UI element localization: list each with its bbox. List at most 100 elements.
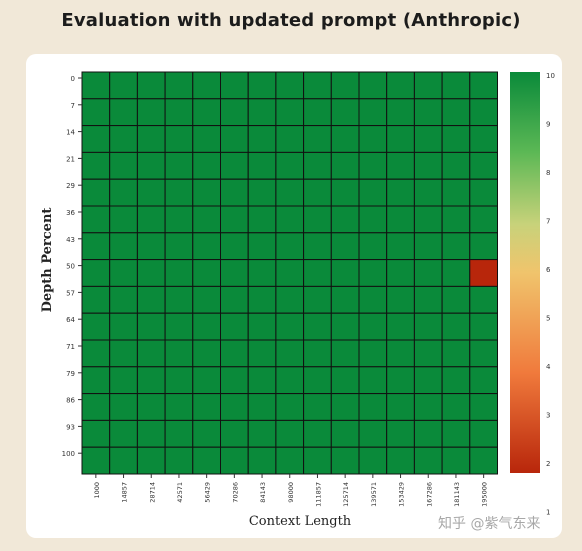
heatmap-cell	[413, 178, 443, 207]
heatmap-cell	[220, 312, 249, 341]
x-tick-label: 139571	[370, 482, 378, 507]
heatmap-cell	[330, 285, 360, 314]
heatmap-cell	[109, 178, 138, 207]
chart-title: Evaluation with updated prompt (Anthropi…	[61, 10, 521, 31]
heatmap-cell	[247, 205, 277, 234]
x-tick-label: 84143	[259, 482, 267, 503]
heatmap-cell	[413, 285, 443, 314]
heatmap-cell	[164, 259, 194, 287]
heatmap-cell	[81, 259, 111, 287]
heatmap-cell	[81, 125, 111, 153]
heatmap-cell	[303, 98, 332, 127]
heatmap-cell	[330, 366, 360, 395]
heatmap-cell	[413, 151, 443, 180]
heatmap-cell	[303, 339, 332, 368]
heatmap-cell	[386, 98, 415, 127]
heatmap-cell	[164, 232, 194, 261]
x-tick-label: 167286	[425, 482, 433, 507]
heatmap-cell	[358, 71, 388, 100]
heatmap-cell	[303, 178, 332, 207]
heatmap-cell	[275, 151, 305, 180]
heatmap-cell	[81, 98, 111, 127]
heatmap-cell	[358, 151, 388, 180]
heatmap-cell	[303, 393, 332, 421]
heatmap-cell	[109, 232, 138, 261]
heatmap-cell	[247, 446, 277, 475]
heatmap-cell	[136, 393, 166, 421]
heatmap-cell	[109, 98, 138, 127]
heatmap-cell	[358, 125, 388, 153]
heatmap-cell	[469, 366, 498, 395]
heatmap-cell	[247, 366, 277, 395]
heatmap-cell	[358, 259, 388, 287]
x-tick-label: 14857	[121, 482, 129, 503]
heatmap-cell	[220, 339, 249, 368]
heatmap-cell	[247, 259, 277, 287]
heatmap-cell	[330, 71, 360, 100]
heatmap-cell	[441, 71, 471, 100]
heatmap-cell	[81, 178, 111, 207]
heatmap-cell	[81, 312, 111, 341]
heatmap-cell	[275, 285, 305, 314]
heatmap-cell	[164, 446, 194, 475]
heatmap-cell	[81, 71, 111, 100]
heatmap-cell	[330, 259, 360, 287]
colorbar-tick-label: 6	[546, 266, 551, 274]
heatmap-cell	[247, 232, 277, 261]
heatmap-cell	[358, 178, 388, 207]
heatmap-cell	[469, 419, 498, 448]
heatmap-cell	[469, 312, 498, 341]
heatmap-cell	[81, 205, 111, 234]
heatmap-cell	[358, 232, 388, 261]
heatmap-cell	[386, 205, 415, 234]
heatmap-cell	[164, 205, 194, 234]
heatmap-cell	[358, 312, 388, 341]
heatmap-cell	[136, 339, 166, 368]
heatmap-cell	[109, 339, 138, 368]
heatmap-cell	[303, 419, 332, 448]
heatmap-cell	[358, 285, 388, 314]
heatmap-cell	[358, 446, 388, 475]
heatmap-cell	[386, 366, 415, 395]
heatmap-cell	[358, 98, 388, 127]
heatmap-cell	[275, 393, 305, 421]
x-tick-label: 195000	[481, 482, 489, 507]
heatmap-cell	[164, 366, 194, 395]
watermark: 知乎 @紫气东来	[438, 516, 541, 532]
heatmap-cell	[386, 393, 415, 421]
heatmap-cell	[81, 393, 111, 421]
x-tick-label: 98000	[287, 482, 295, 503]
heatmap-cell	[109, 393, 138, 421]
heatmap-cell	[81, 232, 111, 261]
heatmap-cell	[413, 205, 443, 234]
x-tick-label: 56429	[204, 482, 212, 503]
heatmap-cell	[192, 178, 222, 207]
colorbar-tick-label: 4	[546, 363, 551, 371]
heatmap-cell	[247, 312, 277, 341]
heatmap-cell	[413, 71, 443, 100]
heatmap-cell	[275, 71, 305, 100]
y-axis-label: Depth Percent	[40, 208, 55, 313]
heatmap-cell	[164, 312, 194, 341]
heatmap-cell	[441, 151, 471, 180]
heatmap-cell	[469, 446, 498, 475]
heatmap-cell	[164, 71, 194, 100]
heatmap-cell	[303, 232, 332, 261]
heatmap-cell	[441, 205, 471, 234]
heatmap-cell	[386, 419, 415, 448]
heatmap-cell	[81, 366, 111, 395]
heatmap-cell	[81, 419, 111, 448]
heatmap-cell	[81, 446, 111, 475]
heatmap-cell	[469, 71, 498, 100]
heatmap-cell	[164, 339, 194, 368]
x-tick-label: 153429	[398, 482, 406, 507]
heatmap-cell	[275, 259, 305, 287]
heatmap-cell	[303, 285, 332, 314]
heatmap-cell	[386, 151, 415, 180]
y-tick-label: 100	[62, 450, 75, 458]
heatmap-cell	[441, 339, 471, 368]
heatmap-cell	[220, 259, 249, 287]
y-tick-label: 43	[66, 236, 75, 244]
heatmap-cell	[220, 393, 249, 421]
